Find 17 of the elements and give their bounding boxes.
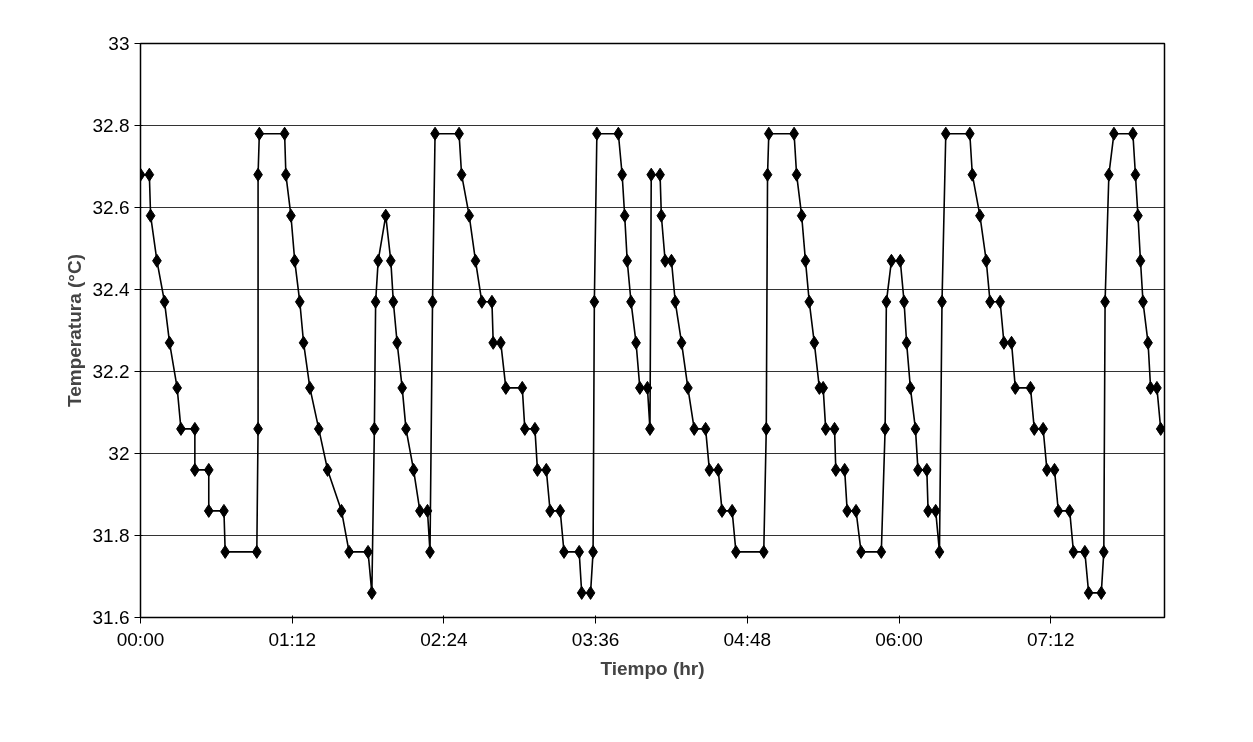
x-axis-title: Tiempo (hr) [600, 657, 705, 679]
x-tick-label: 02:24 [420, 628, 469, 650]
y-tick-label: 31.8 [92, 525, 130, 546]
x-tick-label: 00:00 [116, 628, 165, 650]
x-tick-label: 03:36 [571, 628, 620, 650]
y-tick-label: 31.6 [92, 607, 130, 628]
y-tick-label: 32 [108, 443, 130, 464]
x-tick-label: 04:48 [723, 628, 772, 650]
y-tick-label: 32.8 [92, 115, 130, 136]
x-tick-label: 07:12 [1026, 628, 1075, 650]
y-axis-title: Temperatura (°C) [63, 254, 85, 407]
y-tick-label: 33 [108, 33, 130, 54]
y-tick-label: 32.4 [92, 279, 130, 300]
y-tick-label: 32.6 [92, 197, 130, 218]
x-tick-label: 06:00 [875, 628, 923, 650]
x-tick-label: 01:12 [268, 628, 316, 650]
y-tick-label: 32.2 [92, 361, 130, 382]
